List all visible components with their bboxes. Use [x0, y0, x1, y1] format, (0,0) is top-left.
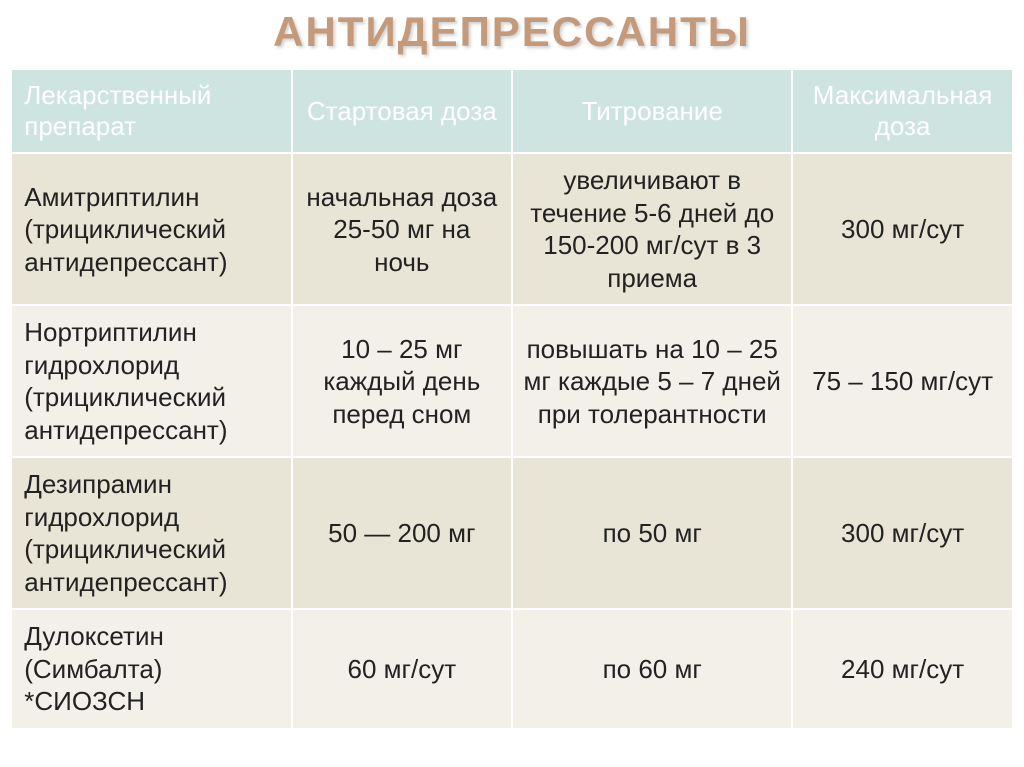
cell-drug: Дулоксетин (Симбалта) *СИОЗСН	[11, 609, 291, 729]
col-header-start: Стартовая доза	[292, 69, 512, 153]
dosage-table: Лекарственный препарат Стартовая доза Ти…	[10, 68, 1014, 730]
cell-max: 300 мг/сут	[792, 153, 1012, 305]
cell-titration: увеличивают в течение 5-6 дней до 150-20…	[512, 153, 792, 305]
col-header-titration: Титрование	[512, 69, 792, 153]
table-row: Нортриптилин гидрохлорид (трициклический…	[11, 305, 1013, 457]
cell-max: 75 – 150 мг/сут	[792, 305, 1012, 457]
cell-start: начальная доза 25-50 мг на ночь	[292, 153, 512, 305]
table-row: Амитриптилин (трициклический антидепресс…	[11, 153, 1013, 305]
page-title: АНТИДЕПРЕССАНТЫ	[273, 8, 751, 56]
cell-max: 300 мг/сут	[792, 457, 1012, 609]
table-row: Дезипрамин гидрохлорид (трициклический а…	[11, 457, 1013, 609]
cell-titration: по 50 мг	[512, 457, 792, 609]
cell-start: 50 — 200 мг	[292, 457, 512, 609]
cell-max: 240 мг/сут	[792, 609, 1012, 729]
cell-drug: Амитриптилин (трициклический антидепресс…	[11, 153, 291, 305]
cell-titration: по 60 мг	[512, 609, 792, 729]
cell-titration: повышать на 10 – 25 мг каждые 5 – 7 дней…	[512, 305, 792, 457]
cell-drug: Нортриптилин гидрохлорид (трициклический…	[11, 305, 291, 457]
cell-start: 10 – 25 мг каждый день перед сном	[292, 305, 512, 457]
cell-start: 60 мг/сут	[292, 609, 512, 729]
cell-drug: Дезипрамин гидрохлорид (трициклический а…	[11, 457, 291, 609]
col-header-max: Максимальная доза	[792, 69, 1012, 153]
col-header-drug: Лекарственный препарат	[11, 69, 291, 153]
table-header-row: Лекарственный препарат Стартовая доза Ти…	[11, 69, 1013, 153]
table-row: Дулоксетин (Симбалта) *СИОЗСН 60 мг/сут …	[11, 609, 1013, 729]
